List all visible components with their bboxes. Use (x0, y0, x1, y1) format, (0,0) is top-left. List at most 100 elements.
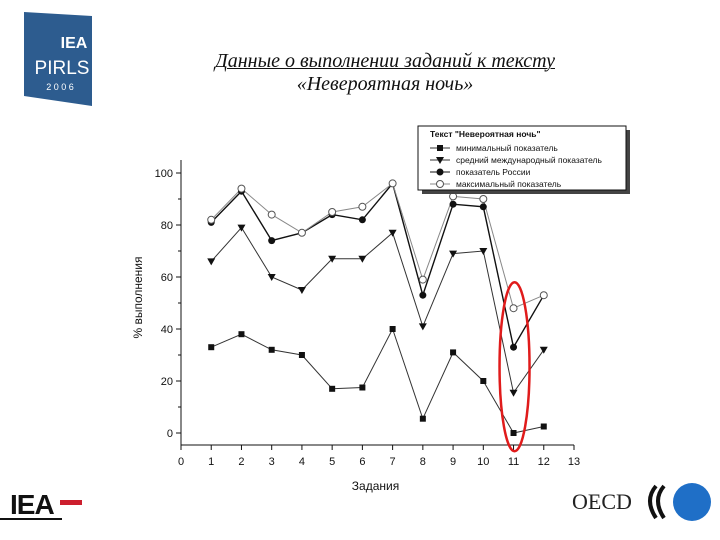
series-line-max (210, 182, 544, 309)
data-point-russia (419, 291, 427, 299)
x-tick-label: 5 (329, 456, 335, 468)
highlight-ellipse (498, 280, 531, 453)
data-point-avg (449, 250, 458, 258)
data-point-min (389, 326, 396, 332)
data-point-avg (509, 389, 518, 397)
iea-logo: IEA (0, 489, 82, 520)
data-point-russia (510, 343, 518, 351)
x-tick-label: 6 (359, 456, 365, 468)
x-axis-label: Задания (352, 479, 399, 493)
y-tick-label: 80 (161, 220, 173, 232)
y-tick-label: 100 (155, 168, 173, 180)
data-point-avg (418, 323, 427, 331)
data-point-avg (358, 255, 367, 263)
chart-markers (207, 179, 548, 436)
y-tick-label: 40 (161, 324, 173, 336)
data-point-avg (237, 224, 246, 232)
data-point-min (268, 346, 275, 353)
pirls-flag-shape (24, 12, 92, 106)
x-tick-label: 3 (269, 456, 275, 468)
data-point-russia (268, 237, 276, 245)
oecd-logo-globe (673, 483, 711, 521)
data-point-min (480, 378, 487, 384)
pirls-logo-name: PIRLS (35, 58, 90, 79)
legend-entry-label: максимальный показатель (456, 179, 562, 189)
x-tick-label: 4 (299, 456, 305, 468)
data-point-min (208, 344, 215, 351)
data-point-min (450, 349, 457, 356)
data-point-min (359, 384, 366, 391)
y-tick-label: 20 (161, 376, 173, 388)
y-axis-label: % выполнения (131, 256, 145, 338)
data-point-avg (297, 287, 306, 294)
data-point-max (539, 291, 548, 300)
legend-title: Текст "Невероятная ночь" (430, 129, 541, 139)
data-point-min (298, 352, 305, 358)
data-point-avg (267, 274, 276, 281)
legend-swatch-marker (436, 180, 444, 188)
data-point-max (237, 184, 246, 193)
iea-logo-underline (0, 518, 62, 520)
slide-title-line1: Данные о выполнении заданий к тексту (215, 50, 555, 72)
pirls-logo: IEA PIRLS 2 0 0 6 (24, 12, 92, 106)
legend-swatch-marker (436, 157, 444, 164)
data-point-max (207, 215, 216, 224)
legend-box (417, 125, 627, 191)
oecd-logo-text: OECD (572, 489, 632, 514)
x-tick-label: 10 (477, 456, 489, 468)
pirls-logo-iea: IEA (61, 35, 88, 52)
data-point-avg (539, 346, 548, 354)
data-point-avg (479, 248, 488, 255)
data-point-max (479, 195, 488, 203)
data-point-max (328, 208, 337, 216)
legend-swatch-marker (436, 168, 444, 176)
chart-series-lines (210, 181, 545, 434)
iea-logo-text: IEA (10, 489, 54, 520)
iea-logo-bar (60, 500, 82, 505)
data-point-min (419, 415, 426, 422)
chart-highlight (498, 280, 531, 453)
x-tick-label: 8 (420, 456, 426, 468)
data-point-avg (328, 255, 337, 263)
data-point-max (509, 304, 518, 313)
data-point-min (329, 385, 336, 392)
slide-title-line2: «Невероятная ночь» (296, 73, 474, 95)
legend-entry-label: показатель России (456, 167, 531, 177)
series-line-russia (210, 181, 545, 350)
oecd-logo: OECD (572, 483, 711, 521)
x-tick-label: 11 (508, 456, 519, 468)
x-tick-label: 2 (238, 456, 244, 468)
y-tick-label: 0 (167, 428, 173, 440)
x-tick-label: 13 (568, 456, 580, 468)
y-tick-label: 60 (161, 272, 173, 284)
x-tick-label: 1 (208, 456, 214, 468)
data-point-avg (207, 258, 216, 266)
data-point-max (418, 275, 427, 284)
x-tick-label: 12 (538, 456, 550, 468)
oecd-logo-bracket-inner (656, 484, 666, 520)
data-point-max (267, 210, 276, 219)
chart-legend: Текст "Невероятная ночь" минимальный пока… (417, 125, 630, 194)
slide-title: Данные о выполнении заданий к тексту «Не… (150, 50, 620, 96)
data-point-max (358, 202, 367, 211)
data-point-max (297, 228, 306, 237)
pirls-logo-year: 2 0 0 6 (46, 82, 74, 92)
data-point-min (510, 430, 517, 436)
series-line-avg (210, 226, 545, 394)
legend-entry-label: минимальный показатель (456, 143, 558, 153)
data-point-max (388, 179, 397, 188)
x-tick-label: 0 (178, 456, 184, 468)
legend-swatch-marker (437, 145, 443, 151)
data-point-min (238, 331, 245, 338)
x-tick-label: 9 (450, 456, 456, 468)
data-point-russia (479, 203, 487, 211)
oecd-logo-bracket-outer (648, 484, 658, 520)
data-point-avg (388, 229, 397, 237)
series-line-min (211, 327, 544, 434)
data-point-min (540, 423, 547, 430)
data-point-russia (449, 200, 457, 208)
x-tick-label: 7 (390, 456, 396, 468)
data-point-russia (358, 216, 366, 224)
